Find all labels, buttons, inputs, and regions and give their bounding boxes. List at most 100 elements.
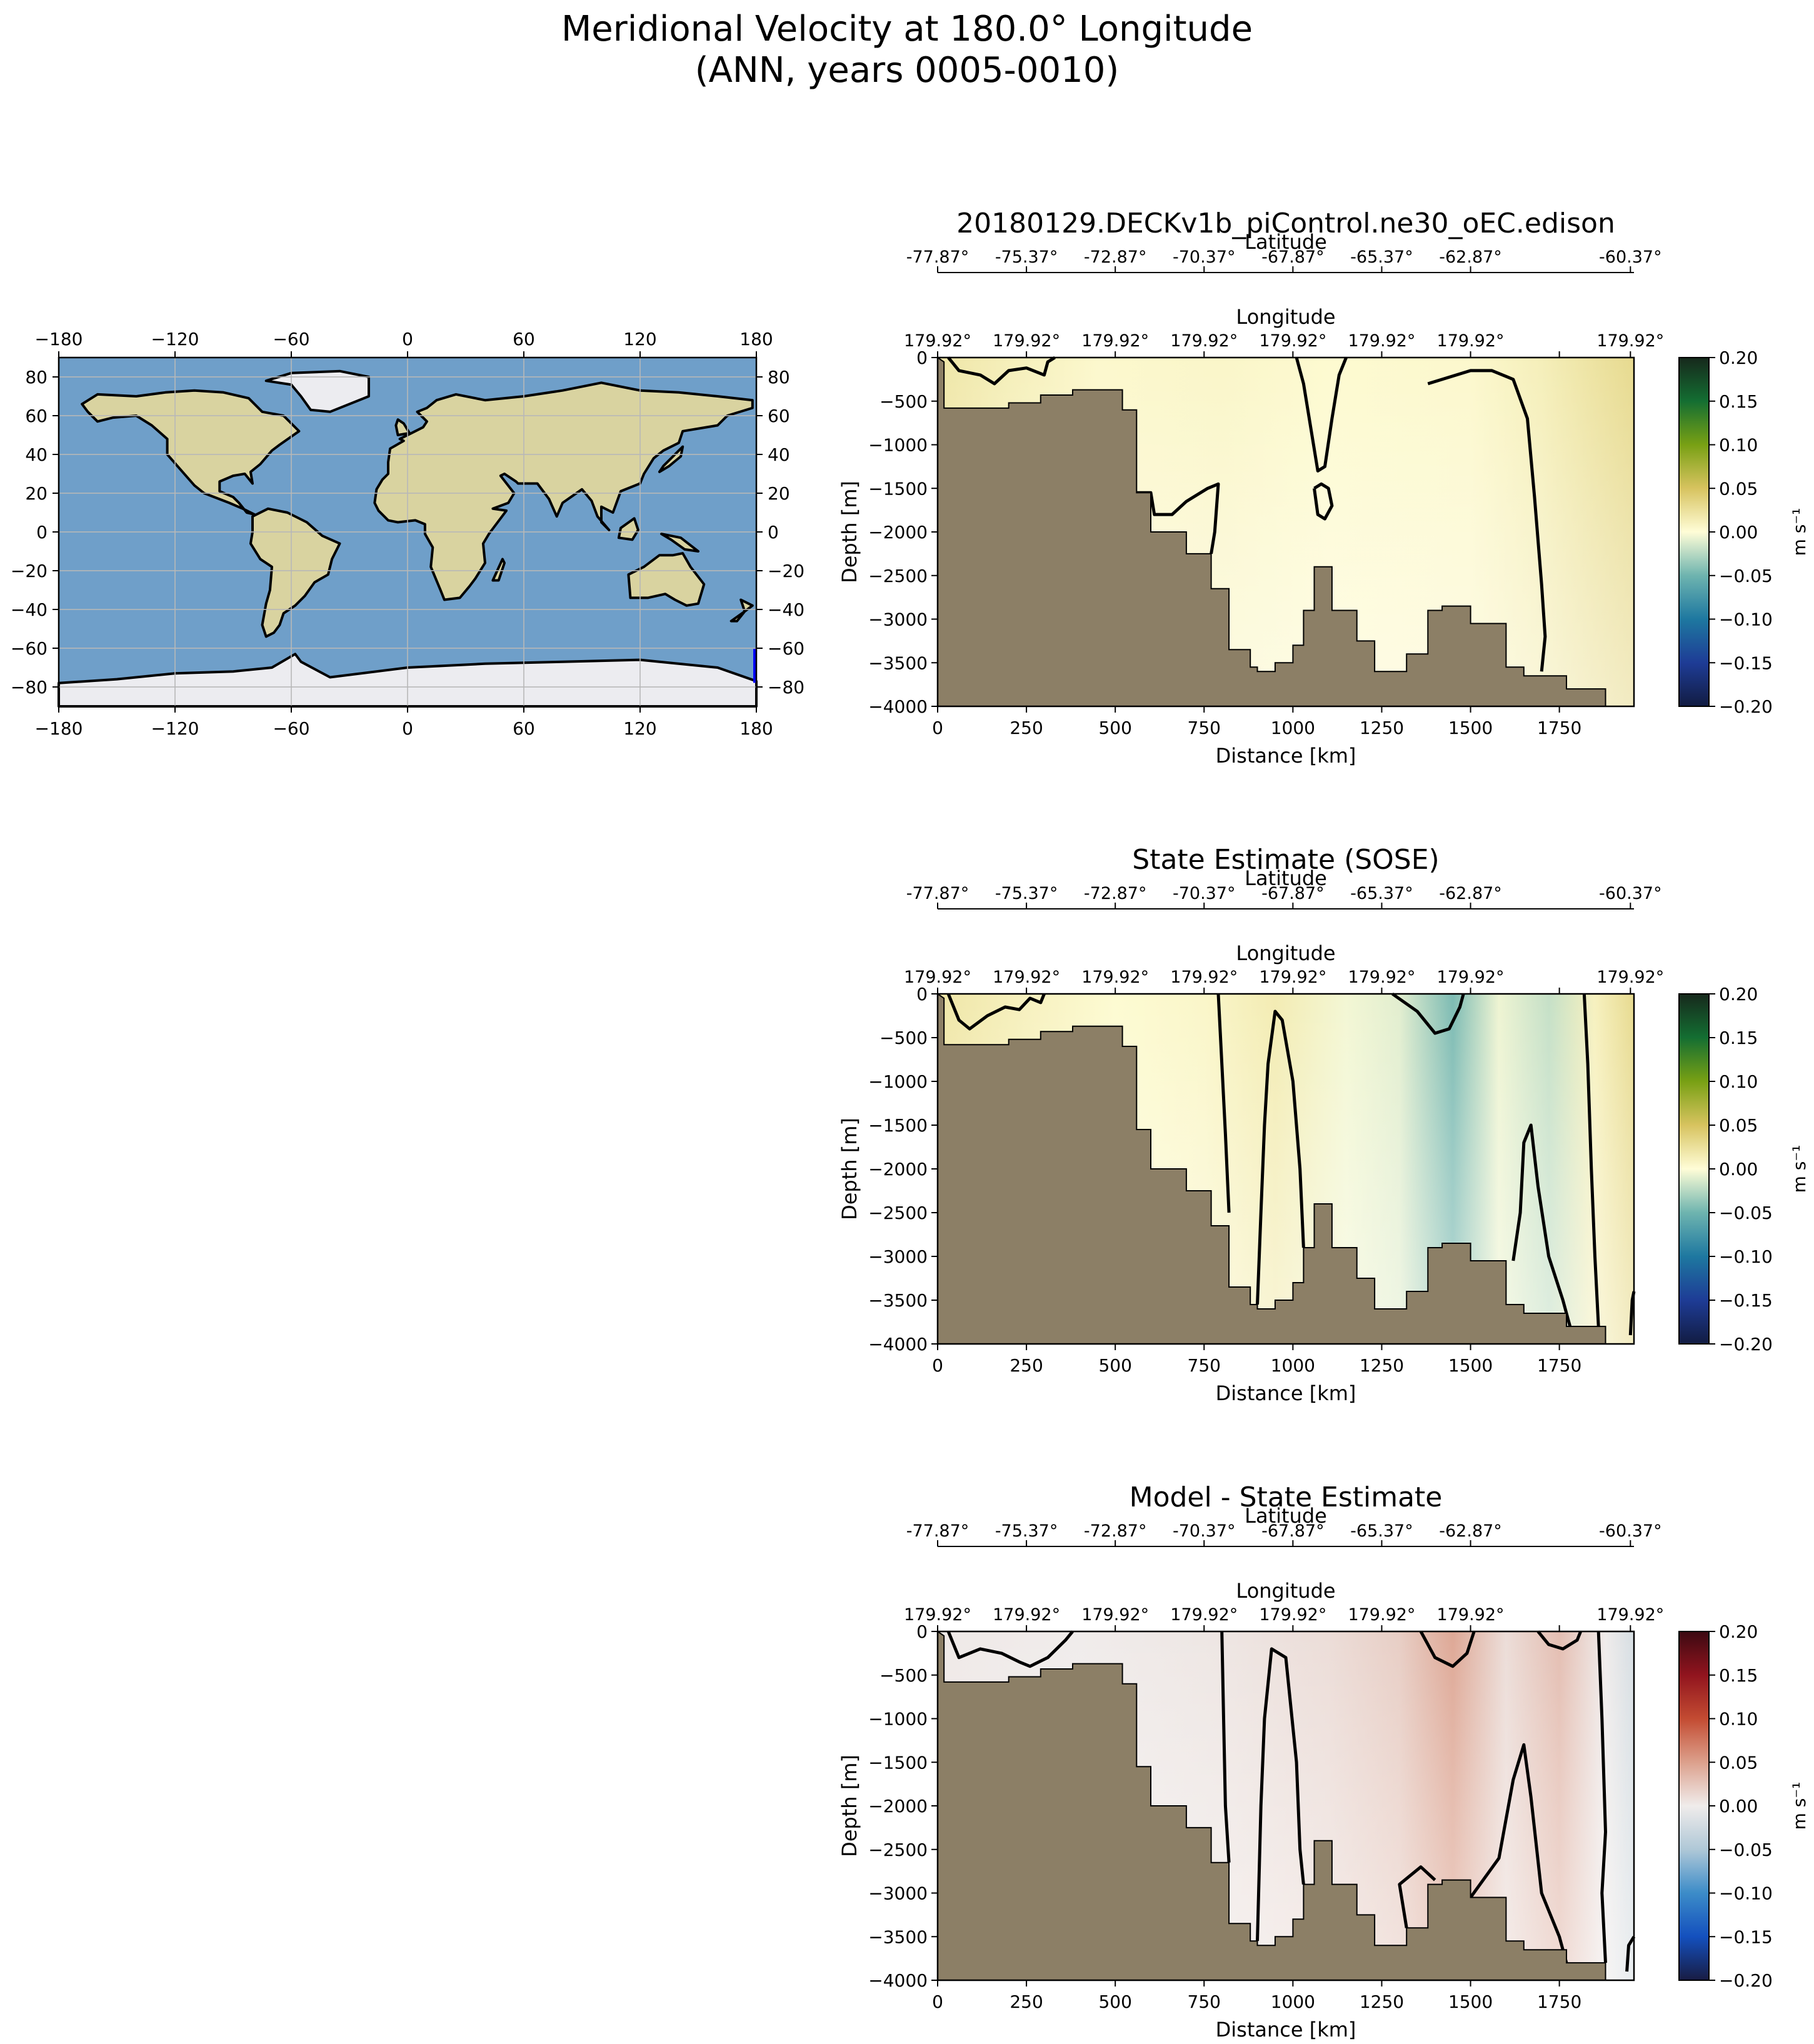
zero-contour	[1511, 1123, 1572, 1327]
colorbar-label: m s⁻¹	[1789, 508, 1810, 556]
y-tick-label: 0	[916, 348, 928, 368]
zero-contour	[1582, 993, 1600, 1327]
latitude-tick-label: -62.87°	[1439, 248, 1502, 267]
x-tick-label: 1250	[1360, 1991, 1404, 2012]
longitude-tick-label: 179.92°	[1348, 1605, 1415, 1625]
x-axis-label: Distance [km]	[1216, 1381, 1356, 1405]
y-tick-label: −500	[879, 1665, 928, 1686]
y-tick-label: −2000	[868, 1159, 928, 1180]
latitude-tick-label: -70.37°	[1173, 248, 1236, 267]
x-tick-label: 250	[1010, 718, 1043, 738]
longitude-tick-label: 179.92°	[1081, 331, 1149, 351]
x-tick-label: 0	[932, 1991, 943, 2012]
latitude-tick-label: -72.87°	[1084, 248, 1147, 267]
zero-contour	[1419, 1630, 1476, 1668]
y-tick-label: −500	[879, 391, 928, 412]
y-tick-label: −2500	[868, 1840, 928, 1860]
longitude-tick-label: 179.92°	[993, 331, 1060, 351]
land-borneo	[617, 517, 639, 541]
zero-contour	[1313, 482, 1334, 521]
map-lat-tick-label-right: 0	[768, 522, 779, 543]
colorbar-tick-label: −0.20	[1719, 1334, 1773, 1355]
latitude-tick-label: -70.37°	[1173, 1521, 1236, 1541]
zero-contour	[947, 356, 1056, 386]
map-lat-tick-label-left: 40	[25, 444, 48, 465]
map-lon-tick-label-bottom: −120	[151, 718, 199, 739]
colorbar-tick-label: 0.20	[1719, 984, 1758, 1004]
colorbar-tick-label: −0.15	[1719, 1290, 1773, 1311]
y-tick-label: −2000	[868, 1796, 928, 1816]
latitude-tick-label: -62.87°	[1439, 1521, 1502, 1541]
x-tick-label: 500	[1098, 1991, 1131, 2012]
x-tick-label: 500	[1098, 718, 1131, 738]
y-tick-label: −1000	[868, 1071, 928, 1092]
panel-title: 20180129.DECKv1b_piControl.ne30_oEC.edis…	[956, 208, 1615, 239]
map-lat-tick-label-right: 60	[768, 406, 790, 426]
y-tick-label: −1000	[868, 1709, 928, 1730]
map-lon-tick-label-top: −120	[151, 329, 199, 349]
x-tick-label: 250	[1010, 1991, 1043, 2012]
y-tick-label: −500	[879, 1028, 928, 1048]
zero-contour	[1295, 357, 1348, 473]
latitude-tick-label: -62.87°	[1439, 884, 1502, 903]
longitude-tick-label: 179.92°	[904, 968, 971, 987]
x-tick-label: 250	[1010, 1355, 1043, 1376]
y-tick-label: −4000	[868, 1334, 928, 1355]
longitude-tick-label: 179.92°	[1596, 968, 1664, 987]
x-tick-label: 500	[1098, 1355, 1131, 1376]
x-tick-label: 1000	[1271, 1991, 1315, 2012]
longitude-axis-label: Longitude	[1236, 941, 1335, 965]
latitude-tick-label: -60.37°	[1599, 1521, 1662, 1541]
latitude-tick-label: -67.87°	[1261, 884, 1325, 903]
colorbar-tick-label: 0.05	[1719, 478, 1758, 499]
map-lat-tick-label-left: 60	[25, 406, 48, 426]
map-lat-tick-label-left: −40	[11, 599, 48, 620]
y-tick-label: −1500	[868, 478, 928, 499]
colorbar	[1678, 1631, 1710, 1981]
y-axis-label: Depth [m]	[838, 1755, 861, 1857]
land-north-america	[81, 389, 301, 516]
map-lon-tick-label-bottom: −60	[273, 718, 309, 739]
y-tick-label: −3500	[868, 1926, 928, 1947]
zero-contour	[1256, 1647, 1305, 1941]
colorbar-tick-label: 0.15	[1719, 1028, 1758, 1048]
x-tick-label: 750	[1188, 1355, 1221, 1376]
land-australia	[627, 552, 706, 607]
x-tick-label: 1750	[1537, 718, 1581, 738]
colorbar	[1678, 357, 1710, 707]
colorbar-tick-label: −0.10	[1719, 609, 1773, 630]
map-lon-tick-label-top: 120	[623, 329, 656, 349]
y-tick-label: 0	[916, 984, 928, 1004]
colorbar-tick-label: 0.20	[1719, 348, 1758, 368]
colorbar-tick-label: 0.00	[1719, 1796, 1758, 1816]
longitude-tick-label: 179.92°	[1259, 1605, 1326, 1625]
land-new-guinea	[660, 533, 699, 553]
y-tick-label: −2500	[868, 1203, 928, 1223]
latitude-tick-label: -77.87°	[906, 884, 970, 903]
y-axis-label: Depth [m]	[838, 1118, 861, 1220]
section-panel-1: 20180129.DECKv1b_piControl.ne30_oEC.edis…	[838, 208, 1810, 768]
longitude-tick-label: 179.92°	[1596, 1605, 1664, 1625]
zero-contour	[1256, 1009, 1305, 1305]
y-tick-label: −1500	[868, 1115, 928, 1136]
map-lon-tick-label-bottom: −180	[35, 718, 83, 739]
map-lat-tick-label-right: −60	[768, 638, 804, 659]
x-tick-label: 1000	[1271, 1355, 1315, 1376]
figure-title-line2: (ANN, years 0005-0010)	[694, 50, 1120, 91]
zero-contour	[1398, 1865, 1436, 1928]
latitude-tick-label: -75.37°	[995, 1521, 1058, 1541]
x-tick-label: 1500	[1448, 1355, 1493, 1376]
longitude-tick-label: 179.92°	[1259, 968, 1326, 987]
land-eurasia-africa	[373, 381, 754, 601]
zero-contour	[1536, 1630, 1583, 1651]
colorbar-tick-label: 0.00	[1719, 1159, 1758, 1180]
zero-contour	[946, 1630, 1074, 1668]
latitude-tick-label: -65.37°	[1350, 248, 1413, 267]
zero-contour	[1625, 1935, 1636, 1972]
colorbar-tick-label: 0.20	[1719, 1621, 1758, 1642]
map-lat-tick-label-right: −40	[768, 599, 804, 620]
colorbar-tick-label: −0.20	[1719, 696, 1773, 717]
colorbar	[1678, 993, 1710, 1345]
map-lon-tick-label-bottom: 0	[402, 718, 413, 739]
